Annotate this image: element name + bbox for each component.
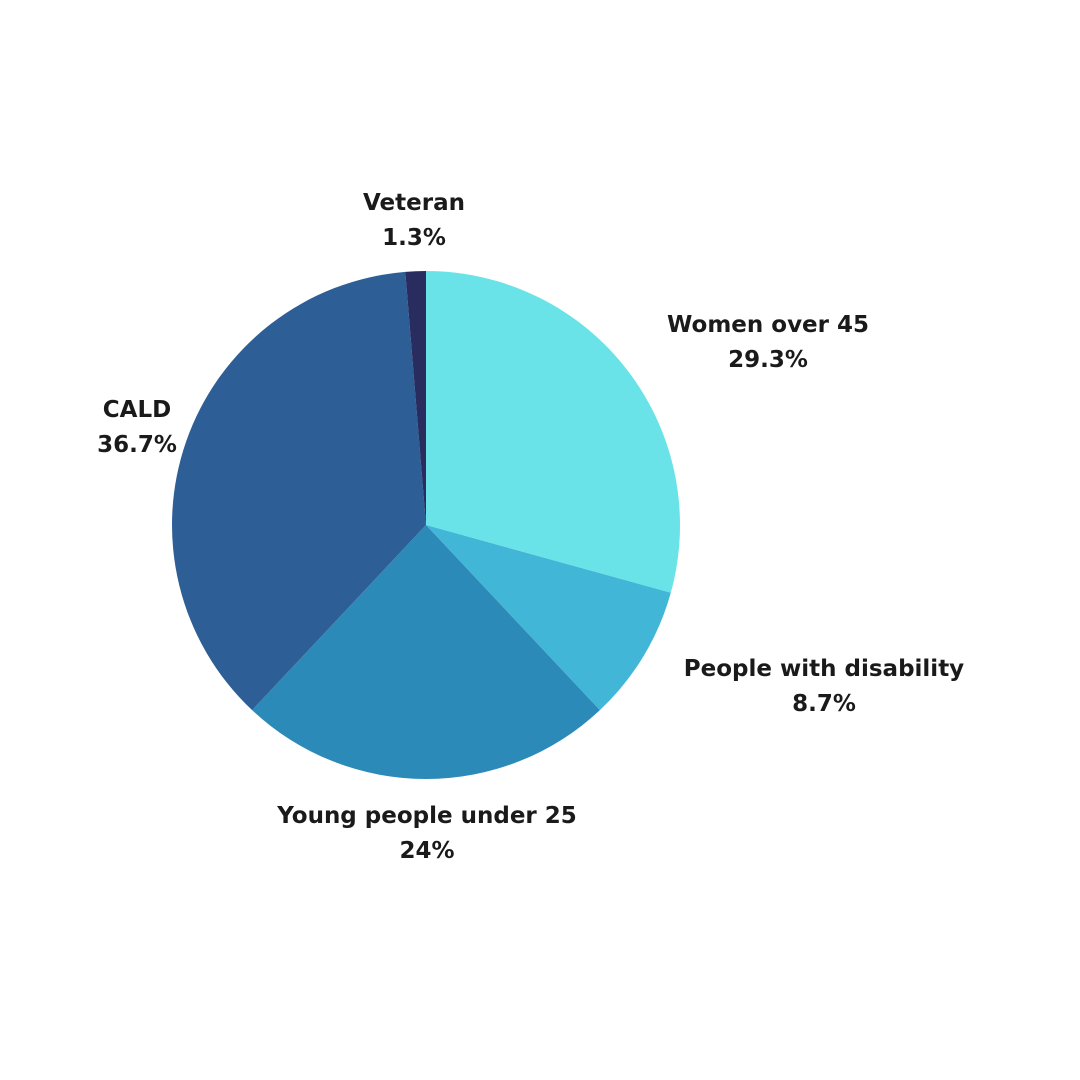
slice-label-name: Women over 45 <box>667 312 869 338</box>
slice-label-name: People with disability <box>684 656 964 682</box>
pie-slice-veteran <box>405 271 426 525</box>
slice-label-value: 29.3% <box>728 347 808 373</box>
pie-slice-people-with-disability <box>426 525 671 711</box>
slice-label-value: 1.3% <box>382 225 446 251</box>
pie-slice-cald <box>172 271 426 711</box>
pie-slice-young-people-under-25 <box>252 525 600 779</box>
slice-label-value: 24% <box>399 838 454 864</box>
slice-label-value: 36.7% <box>97 432 177 458</box>
slice-label-name: Veteran <box>363 190 465 216</box>
pie-labels: Women over 45 29.3% People with disability… <box>97 190 964 864</box>
slice-label-name: CALD <box>103 397 171 423</box>
pie-slices <box>172 271 681 779</box>
slice-label-name: Young people under 25 <box>276 803 577 829</box>
slice-label-value: 8.7% <box>792 691 856 717</box>
pie-slice-women-over-45 <box>426 271 681 593</box>
